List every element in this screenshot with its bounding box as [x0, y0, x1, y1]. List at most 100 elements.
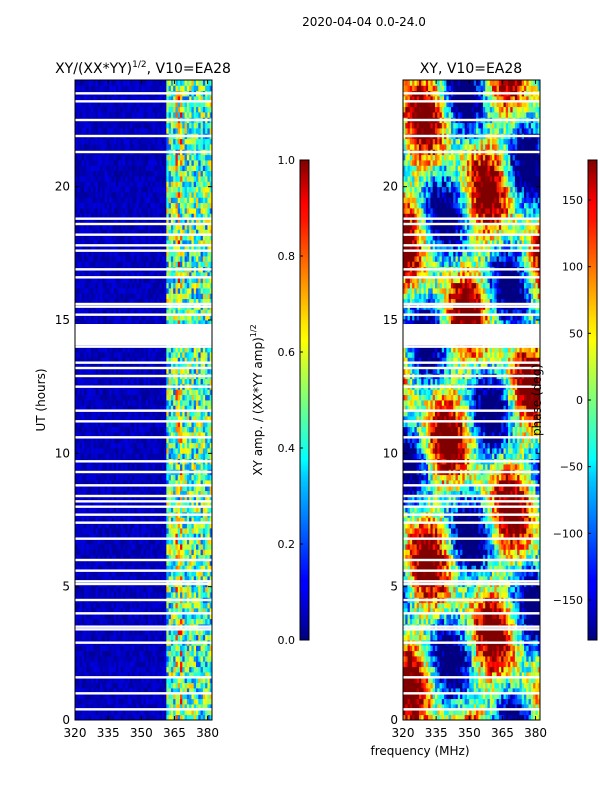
left-heatmap-cell [182, 352, 185, 358]
left-heatmap-cell [209, 314, 212, 321]
left-heatmap-cell [200, 704, 204, 710]
left-heatmap-cell [134, 656, 138, 662]
left-heatmap-cell [200, 346, 204, 353]
left-heatmap-cell [191, 368, 195, 374]
left-heatmap-cell [134, 704, 138, 710]
left-heatmap-cell [113, 666, 117, 673]
left-heatmap-cell [106, 293, 110, 300]
left-heatmap-cell [184, 368, 188, 374]
left-heatmap-cell [175, 437, 179, 444]
left-heatmap-cell [141, 405, 144, 412]
left-heatmap-cell [120, 298, 124, 305]
left-heatmap-cell [180, 709, 183, 716]
left-heatmap-cell [125, 629, 128, 636]
left-heatmap-cell [127, 480, 131, 486]
left-heatmap-cell [134, 448, 138, 454]
left-heatmap-cell [116, 517, 119, 524]
left-heatmap-cell [198, 656, 201, 662]
left-heatmap-cell [100, 346, 103, 353]
left-heatmap-cell [180, 405, 183, 412]
left-heatmap-cell [138, 464, 142, 470]
left-heatmap-cell [79, 501, 83, 508]
left-heatmap-cell [152, 618, 156, 625]
left-heatmap-cell [184, 608, 188, 614]
left-heatmap-cell [95, 650, 99, 657]
left-heatmap-cell [122, 645, 126, 652]
left-heatmap-cell [120, 576, 124, 582]
left-heatmap-cell [132, 682, 135, 689]
left-heatmap-cell [109, 416, 112, 422]
left-heatmap-cell [150, 688, 154, 694]
left-heatmap-cell [79, 410, 83, 417]
left-heatmap-cell [118, 629, 122, 636]
left-heatmap-cell [118, 570, 122, 577]
left-heatmap-cell [118, 517, 122, 524]
left-heatmap-cell [189, 634, 192, 641]
left-heatmap-cell [132, 352, 135, 358]
left-heatmap-cell [196, 352, 199, 358]
left-heatmap-cell [159, 592, 163, 598]
left-heatmap-cell [113, 293, 117, 300]
left-heatmap-cell [161, 421, 165, 428]
left-heatmap-cell [95, 309, 99, 316]
left-heatmap-cell [209, 677, 212, 684]
left-heatmap-cell [134, 485, 138, 492]
left-heatmap-cell [200, 592, 204, 598]
left-heatmap-cell [196, 464, 199, 470]
left-heatmap-cell [95, 629, 99, 636]
left-heatmap-cell [177, 309, 181, 316]
left-heatmap-cell [84, 677, 87, 684]
left-heatmap-cell [168, 480, 172, 486]
left-heatmap-cell [95, 453, 99, 460]
left-heatmap-cell [111, 442, 115, 449]
left-heatmap-cell [136, 693, 140, 700]
left-heatmap-cell [152, 517, 156, 524]
left-heatmap-cell [113, 320, 117, 326]
left-heatmap-cell [141, 448, 144, 454]
left-heatmap-cell [95, 517, 99, 524]
left-heatmap-cell [75, 282, 78, 289]
left-heatmap-cell [125, 432, 128, 438]
left-heatmap-cell [125, 560, 128, 566]
left-heatmap-cell [104, 368, 108, 374]
left-heatmap-cell [150, 437, 154, 444]
left-heatmap-cell [75, 704, 78, 710]
left-heatmap-cell [120, 565, 124, 572]
left-heatmap-cell [95, 688, 99, 694]
left-heatmap-cell [148, 453, 151, 460]
left-heatmap-cell [200, 389, 204, 396]
left-heatmap-cell [189, 613, 192, 620]
left-heatmap-cell [186, 352, 190, 358]
left-heatmap-cell [90, 464, 94, 470]
left-heatmap-cell [122, 437, 126, 444]
left-heatmap-cell [207, 576, 211, 582]
left-heatmap-cell [97, 437, 101, 444]
left-heatmap-cell [184, 394, 188, 401]
left-heatmap-cell [100, 602, 103, 609]
left-heatmap-cell [97, 277, 101, 284]
left-heatmap-cell [106, 602, 110, 609]
left-heatmap-cell [173, 293, 176, 300]
left-heatmap-cell [109, 400, 112, 406]
left-heatmap-cell [207, 410, 211, 417]
left-heatmap-cell [152, 442, 156, 449]
left-heatmap-cell [122, 282, 126, 289]
left-heatmap-cell [196, 522, 199, 529]
left-heatmap-cell [177, 400, 181, 406]
left-heatmap-cell [84, 528, 87, 534]
left-heatmap-cell [95, 576, 99, 582]
left-heatmap-cell [134, 709, 138, 716]
left-heatmap-cell [93, 698, 96, 705]
left-heatmap-cell [141, 485, 144, 492]
left-heatmap-cell [164, 666, 167, 673]
left-heatmap-cell [193, 565, 197, 572]
left-heatmap-cell [175, 298, 179, 305]
left-heatmap-cell [93, 650, 96, 657]
left-heatmap-cell [166, 613, 170, 620]
left-heatmap-cell [100, 709, 103, 716]
left-heatmap-cell [109, 309, 112, 316]
left-heatmap-cell [150, 410, 154, 417]
left-heatmap-cell [189, 282, 192, 289]
left-heatmap-cell [161, 608, 165, 614]
left-heatmap-cell [157, 618, 160, 625]
